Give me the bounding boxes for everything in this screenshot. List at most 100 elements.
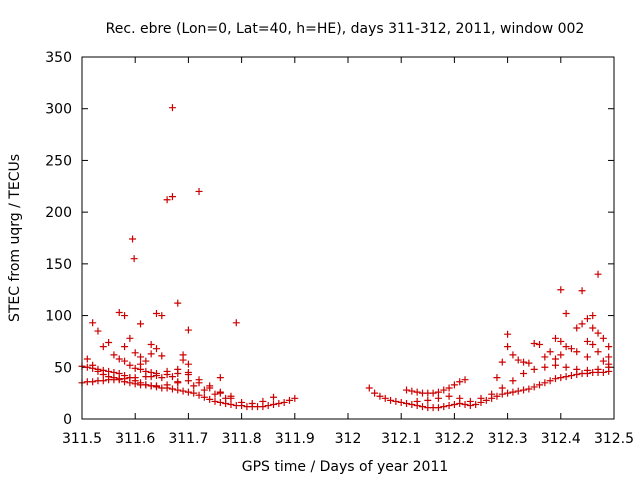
data-point	[137, 360, 145, 368]
data-point	[264, 402, 272, 410]
data-point	[174, 378, 182, 386]
data-point	[126, 334, 134, 342]
data-point	[365, 384, 373, 392]
data-point	[216, 388, 224, 396]
data-point	[450, 401, 458, 409]
data-point	[541, 353, 549, 361]
data-point	[589, 324, 597, 332]
data-point	[371, 389, 379, 397]
data-point	[583, 337, 591, 345]
data-point	[392, 397, 400, 405]
data-point	[434, 394, 442, 402]
data-point	[530, 365, 538, 373]
data-point	[472, 401, 480, 409]
data-point	[270, 401, 278, 409]
data-point	[546, 377, 554, 385]
data-point	[89, 319, 97, 327]
data-point	[488, 390, 496, 398]
data-point	[498, 384, 506, 392]
data-point	[285, 396, 293, 404]
data-point	[599, 334, 607, 342]
y-tick-label: 350	[45, 50, 72, 66]
data-point	[594, 270, 602, 278]
data-point	[562, 310, 570, 318]
data-point	[195, 376, 203, 384]
data-point	[536, 341, 544, 349]
data-point	[477, 394, 485, 402]
data-point	[434, 388, 442, 396]
data-point	[509, 351, 517, 359]
x-tick-label: 312.1	[381, 431, 421, 447]
data-point	[429, 389, 437, 397]
data-point	[83, 363, 91, 371]
data-point	[168, 104, 176, 112]
data-point	[504, 343, 512, 351]
data-point	[456, 378, 464, 386]
data-point	[562, 363, 570, 371]
data-point	[190, 382, 198, 390]
data-point	[605, 353, 613, 361]
x-tick-label: 312.2	[434, 431, 474, 447]
data-point	[530, 339, 538, 347]
x-tick-label: 311.8	[222, 431, 262, 447]
data-point	[440, 403, 448, 411]
data-point	[482, 396, 490, 404]
data-point	[461, 401, 469, 409]
data-point	[280, 398, 288, 406]
data-point	[578, 320, 586, 328]
data-point	[179, 356, 187, 364]
data-point	[551, 355, 559, 363]
data-point	[129, 235, 137, 243]
y-axis-label: STEC from uqrg / TECUs	[7, 154, 23, 322]
data-point	[291, 394, 299, 402]
data-point	[562, 373, 570, 381]
data-point	[184, 326, 192, 334]
data-point	[89, 378, 97, 386]
data-point	[605, 343, 613, 351]
data-point	[110, 374, 118, 382]
data-point	[83, 355, 91, 363]
data-point	[270, 393, 278, 401]
data-point	[520, 358, 528, 366]
data-point	[594, 329, 602, 337]
y-tick-label: 300	[45, 102, 72, 118]
data-point	[121, 312, 129, 320]
data-point	[387, 396, 395, 404]
data-point	[562, 343, 570, 351]
y-tick-label: 200	[45, 205, 72, 221]
data-point	[137, 353, 145, 361]
data-point	[115, 369, 123, 377]
data-point	[551, 375, 559, 383]
y-tick-label: 50	[54, 360, 72, 376]
data-point	[142, 357, 150, 365]
data-point	[248, 399, 256, 407]
data-point	[578, 287, 586, 295]
data-point	[174, 386, 182, 394]
data-point	[445, 384, 453, 392]
data-point	[105, 338, 113, 346]
data-point	[152, 382, 160, 390]
data-point	[211, 397, 219, 405]
x-tick-label: 312.4	[541, 431, 581, 447]
data-point	[557, 351, 565, 359]
data-point	[466, 397, 474, 405]
data-point	[567, 345, 575, 353]
data-point	[403, 386, 411, 394]
data-point	[227, 401, 235, 409]
data-point	[275, 399, 283, 407]
data-point	[184, 388, 192, 396]
data-point	[152, 310, 160, 318]
data-point	[605, 360, 613, 368]
data-point	[551, 361, 559, 369]
data-point	[131, 349, 139, 357]
x-tick-label: 312.5	[594, 431, 634, 447]
data-point	[408, 387, 416, 395]
data-point	[115, 355, 123, 363]
data-point	[142, 367, 150, 375]
data-point	[142, 381, 150, 389]
data-point	[200, 386, 208, 394]
data-point	[493, 392, 501, 400]
data-point	[174, 299, 182, 307]
data-point	[573, 348, 581, 356]
data-point	[461, 376, 469, 384]
